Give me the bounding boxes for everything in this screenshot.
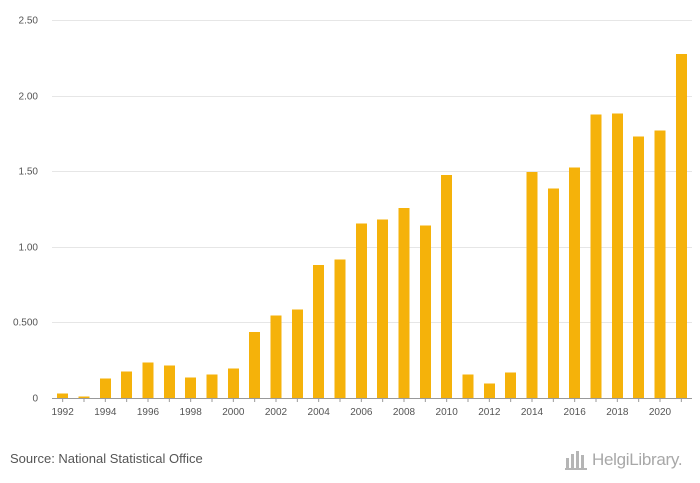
bar-1994[interactable] [99, 378, 111, 398]
bar-2013[interactable] [505, 372, 517, 398]
y-tick-label: 2.00 [19, 92, 39, 103]
bar-2016[interactable] [569, 167, 581, 398]
bar-1996[interactable] [142, 362, 154, 399]
bar-2012[interactable] [483, 383, 495, 398]
bar-2018[interactable] [611, 113, 623, 398]
x-tick-label: 2016 [564, 407, 587, 418]
x-axis: 1992 1994 1996 1998 2000 2002 2004 2006 2008 2010… [52, 398, 692, 418]
bar-2020[interactable] [654, 130, 666, 398]
bar-1992[interactable] [57, 393, 69, 399]
bar-2001[interactable] [249, 332, 261, 398]
y-tick-label: 1.50 [19, 167, 39, 178]
bar-2003[interactable] [291, 309, 303, 399]
x-tick-label: 2006 [350, 407, 373, 418]
bar-1999[interactable] [206, 374, 218, 398]
x-tick-label: 2000 [222, 407, 245, 418]
x-tick-label: 1994 [94, 407, 117, 418]
library-building-icon [565, 451, 587, 470]
x-tick-label: 2018 [606, 407, 629, 418]
grid-lines [52, 20, 692, 323]
y-axis: 0 0.500 1.00 1.50 2.00 2.50 [13, 16, 38, 405]
logo-text: HelgiLibrary. [592, 450, 683, 469]
x-tick-label: 1996 [137, 407, 160, 418]
bar-chart: 0 0.500 1.00 1.50 2.00 2.50 1992 1994 1996 1998 2… [13, 16, 692, 418]
bar-2015[interactable] [547, 188, 559, 398]
bar-2011[interactable] [462, 374, 474, 398]
bar-2002[interactable] [270, 315, 282, 398]
x-tick-label: 2002 [265, 407, 288, 418]
x-tick-label: 2014 [521, 407, 544, 418]
bar-2007[interactable] [377, 219, 389, 398]
helgi-library-logo[interactable]: HelgiLibrary. [565, 448, 683, 472]
bar-2000[interactable] [227, 368, 239, 399]
source-note: Source: National Statistical Office [10, 451, 203, 466]
bar-2019[interactable] [633, 136, 645, 398]
x-tick-label: 2020 [649, 407, 672, 418]
x-tick-label: 1992 [52, 407, 75, 418]
x-tick-label: 2008 [393, 407, 416, 418]
bar-2009[interactable] [419, 225, 431, 398]
x-tick-label: 2010 [436, 407, 459, 418]
x-tick-label: 2004 [308, 407, 331, 418]
bar-2005[interactable] [334, 259, 346, 398]
bar-2014[interactable] [526, 172, 538, 398]
x-tick-label: 2012 [478, 407, 501, 418]
bar-1995[interactable] [121, 371, 133, 399]
bar-2021[interactable] [675, 54, 687, 398]
y-tick-label: 0 [32, 394, 38, 405]
bars [57, 54, 687, 398]
bar-2017[interactable] [590, 114, 602, 399]
bar-1993[interactable] [78, 396, 90, 399]
x-tick-label: 1998 [180, 407, 203, 418]
y-tick-label: 2.50 [19, 16, 39, 27]
y-tick-label: 1.00 [19, 243, 39, 254]
bar-1998[interactable] [185, 377, 197, 398]
y-tick-label: 0.500 [13, 318, 38, 329]
bar-1997[interactable] [163, 365, 175, 399]
bar-2006[interactable] [355, 223, 367, 398]
bar-2004[interactable] [313, 264, 325, 398]
bar-2010[interactable] [441, 175, 453, 398]
bar-2008[interactable] [398, 208, 410, 398]
